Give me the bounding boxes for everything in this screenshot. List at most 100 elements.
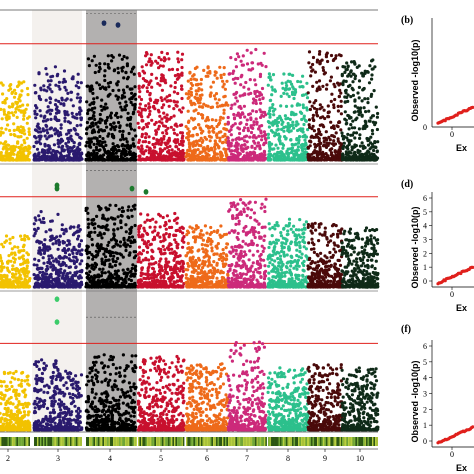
snp-point-chr10: [370, 77, 374, 81]
snp-point-chr8: [270, 106, 274, 110]
snp-point-chr10: [362, 124, 366, 128]
snp-point-chr3: [66, 91, 70, 95]
snp-point-chr2: [41, 270, 45, 274]
snp-point-chr9: [311, 55, 316, 60]
snp-point-chr7: [263, 132, 267, 137]
snp-point-chr1: [11, 256, 15, 260]
snp-point-chr8: [279, 104, 283, 108]
snp-point-chr5: [170, 148, 174, 152]
snp-point-chr4: [113, 147, 117, 151]
snp-point-chr5: [160, 88, 164, 92]
snp-point-chr5: [180, 87, 184, 91]
snp-point-chr10: [366, 101, 370, 105]
snp-point-chr6: [223, 127, 227, 131]
snp-point-chr9: [328, 148, 333, 152]
snp-point-chr7: [229, 128, 233, 132]
snp-point-chr9: [332, 103, 336, 107]
snp-point-chr5: [159, 142, 163, 147]
snp-point-chr8: [281, 86, 285, 90]
snp-point-chr6: [186, 127, 190, 131]
snp-point-chr4: [124, 248, 128, 253]
snp-point-chr8: [297, 141, 301, 145]
snp-point-chr5: [152, 262, 156, 266]
snp-point-chr10: [373, 140, 377, 144]
snp-point-chr4: [121, 268, 125, 272]
snp-point-chr7: [260, 138, 264, 142]
snp-point-chr4: [111, 276, 115, 280]
snp-point-chr1: [11, 264, 15, 268]
snp-point-chr6: [223, 132, 227, 136]
snp-point-chr7: [243, 143, 247, 147]
snp-point-chr6: [184, 92, 188, 96]
snp-point-chr6: [206, 104, 210, 108]
snp-point-chr4: [87, 137, 91, 141]
snp-point-chr1: [12, 95, 17, 99]
snp-point-chr9: [328, 79, 332, 83]
snp-point-chr9: [322, 108, 326, 112]
snp-point-chr2: [38, 241, 42, 245]
snp-point-chr8: [267, 72, 271, 76]
snp-point-chr7: [258, 72, 263, 76]
snp-point-chr6: [215, 152, 219, 156]
snp-point-chr8: [292, 96, 296, 101]
snp-point-chr5: [165, 131, 169, 136]
snp-point-chr5: [140, 157, 144, 162]
snp-point-chr4: [92, 279, 96, 283]
snp-point-chr4: [102, 147, 106, 152]
snp-point-chr3: [56, 247, 60, 251]
snp-point-chr1: [9, 147, 13, 151]
snp-point-chr5: [157, 124, 161, 128]
snp-point-chr1: [7, 111, 11, 115]
snp-point-chr5: [167, 219, 171, 223]
snp-point-chr2: [35, 263, 39, 267]
snp-point-chr4: [122, 151, 126, 155]
snp-point-chr1: [27, 127, 31, 131]
snp-point-chr9: [337, 94, 341, 98]
snp-point-chr2: [35, 147, 40, 151]
snp-point-chr8: [266, 136, 270, 140]
snp-point-chr5: [156, 127, 160, 131]
snp-point-chr1: [20, 89, 24, 93]
snp-point-chr7: [253, 146, 257, 151]
snp-point-chr8: [294, 142, 298, 146]
snp-point-chr7: [231, 77, 235, 81]
snp-point-chr7: [249, 51, 253, 55]
snp-point-chr3: [60, 223, 64, 227]
snp-point-chr10: [341, 137, 345, 141]
snp-point-chr4: [88, 270, 92, 274]
snp-point-chr5: [157, 55, 161, 60]
snp-point-chr9: [332, 105, 336, 110]
snp-point-chr8: [286, 116, 290, 120]
snp-point-chr1: [16, 105, 20, 109]
snp-point-chr4: [101, 267, 105, 271]
snp-point-chr5: [137, 86, 141, 90]
snp-point-chr9: [311, 124, 315, 128]
snp-point-chr4: [96, 273, 100, 277]
snp-point-chr10: [357, 85, 361, 89]
snp-point-chr6: [215, 76, 219, 80]
snp-point-chr3: [58, 87, 62, 91]
snp-point-chr5: [163, 251, 167, 255]
snp-point-chr1: [25, 86, 30, 91]
snp-point-chr2: [39, 114, 43, 118]
snp-point-chr8: [303, 155, 307, 159]
snp-point-chr7: [239, 83, 243, 87]
snp-point-chr8: [290, 110, 294, 114]
snp-point-chr3: [74, 265, 78, 269]
snp-point-chr7: [248, 135, 252, 139]
snp-point-chr5: [169, 84, 173, 88]
snp-point-chr10: [370, 128, 374, 133]
snp-point-chr5: [175, 68, 180, 72]
snp-point-chr3: [61, 248, 65, 252]
snp-point-chr4: [96, 224, 101, 228]
snp-point-chr4: [106, 243, 110, 247]
snp-point-chr10: [373, 65, 377, 69]
snp-point-chr5: [176, 138, 180, 142]
snp-point-chr4: [90, 243, 95, 247]
snp-point-chr4: [119, 226, 123, 230]
snp-point-chr10: [376, 111, 380, 116]
snp-point-chr8: [275, 124, 279, 128]
snp-point-chr1: [1, 83, 5, 87]
snp-point-chr5: [178, 229, 182, 233]
snp-point-chr4: [86, 211, 90, 215]
